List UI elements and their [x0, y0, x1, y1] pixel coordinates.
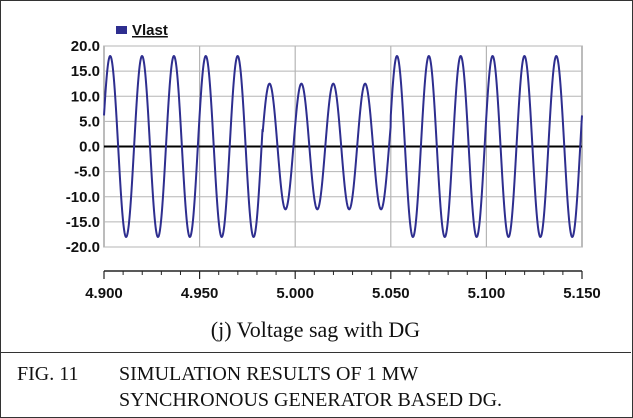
- x-tick-label: 5.000: [276, 285, 314, 302]
- figure-title-line2: SYNCHRONOUS GENERATOR BASED DG.: [119, 389, 503, 411]
- series-line-vlast: [103, 54, 583, 239]
- voltage-chart: 20.0 15.0 10.0 5.0 0.0 -5.0 -10.0 -15.0 -20.0 4.9…: [66, 22, 601, 302]
- y-tick-label: -5.0: [74, 164, 100, 181]
- sub-caption: (j) Voltage sag with DG: [210, 317, 421, 342]
- y-tick-label: 10.0: [71, 88, 100, 105]
- y-tick-label: 0.0: [79, 139, 100, 156]
- figure-title-line1: SIMULATION RESULTS OF 1 MW: [119, 363, 419, 385]
- x-tick-label: 5.050: [372, 285, 410, 302]
- legend-swatch: [116, 26, 127, 34]
- y-tick-label: 20.0: [71, 38, 100, 55]
- x-tick-label: 5.100: [468, 285, 506, 302]
- y-tick-label: -15.0: [66, 214, 100, 231]
- y-tick-label: -10.0: [66, 189, 100, 206]
- legend-label: Vlast: [132, 22, 168, 39]
- x-tick-label: 4.950: [181, 285, 219, 302]
- figure-number: FIG. 11: [17, 363, 79, 385]
- x-tick-label: 5.150: [563, 285, 601, 302]
- y-tick-label: -20.0: [66, 239, 100, 256]
- y-tick-label: 5.0: [79, 113, 100, 130]
- y-tick-label: 15.0: [71, 63, 100, 80]
- figure-caption: FIG. 11 SIMULATION RESULTS OF 1 MW SYNCH…: [0, 352, 631, 417]
- x-tick-label: 4.900: [85, 285, 123, 302]
